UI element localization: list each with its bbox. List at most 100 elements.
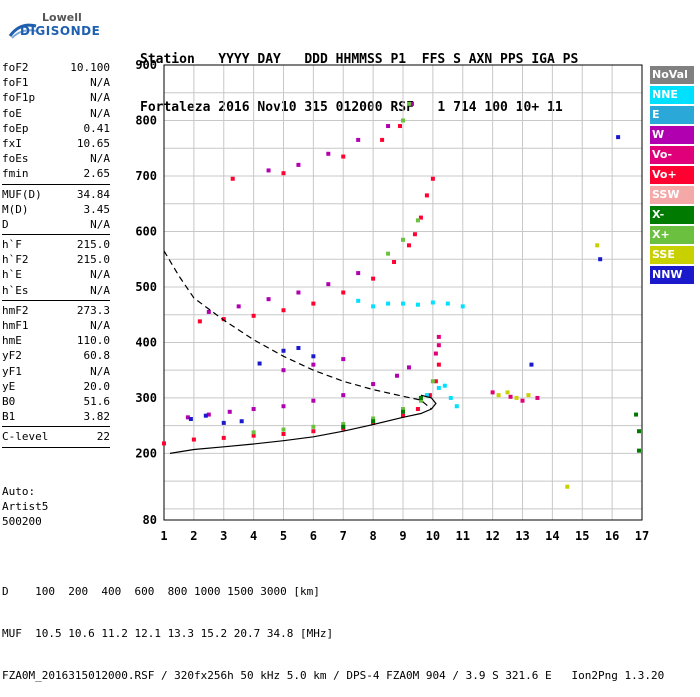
x-tick-label: 7: [340, 529, 347, 543]
param-value: 34.84: [76, 187, 110, 201]
data-point-w: [266, 297, 271, 302]
data-point-x: [637, 448, 642, 453]
param-row: fxI 10.65: [2, 136, 110, 151]
ionogram-chart: 1 2 3 4 5 6 7 8 9 10 11 12 13 14 15 16 17802003004005006…: [135, 58, 649, 543]
data-point-vo: [281, 308, 286, 313]
param-name: fxI: [2, 136, 22, 150]
param-name: B0: [2, 394, 16, 408]
y-tick-label: 600: [135, 224, 157, 238]
x-tick-label: 11: [456, 529, 470, 543]
param-value: 10.65: [76, 136, 110, 150]
param-value: N/A: [90, 76, 110, 90]
param-row: h`F2 215.0: [2, 252, 110, 267]
param-value: N/A: [90, 217, 110, 231]
data-point-x: [371, 419, 376, 424]
param-row: foE N/A: [2, 106, 110, 121]
param-row: h`F 215.0: [2, 237, 110, 252]
param-value: N/A: [90, 106, 110, 120]
param-row: D N/A: [2, 217, 110, 232]
data-point-vo: [520, 398, 525, 403]
param-name: foF1p: [2, 91, 36, 105]
data-point-nne: [386, 301, 391, 306]
x-tick-label: 14: [545, 529, 559, 543]
data-point-w: [281, 404, 286, 409]
data-point-nnw: [311, 354, 316, 359]
data-point-vo: [436, 362, 441, 367]
param-row: h`Es N/A: [2, 283, 110, 298]
param-value: 60.8: [83, 349, 111, 363]
data-point-x: [415, 218, 420, 223]
data-point-nnw: [281, 348, 286, 353]
data-point-sse: [565, 484, 570, 489]
data-point-vo: [433, 379, 438, 384]
autoscaling-info: Auto: Artist5 500200: [2, 484, 48, 529]
param-name: yF1: [2, 364, 22, 378]
param-row: foF2 10.100: [2, 60, 110, 75]
data-point-vo: [281, 171, 286, 176]
legend-item-x: X+: [650, 226, 694, 244]
param-name: hmE: [2, 334, 22, 348]
param-row: B0 51.6: [2, 394, 110, 409]
data-point-vo: [251, 313, 256, 318]
param-name: yF2: [2, 349, 22, 363]
data-point-x: [386, 251, 391, 256]
param-row: foEp 0.41: [2, 121, 110, 136]
footer-muf-row: MUF 10.5 10.6 11.2 12.1 13.3 15.2 20.7 3…: [2, 627, 334, 640]
data-point-vo: [427, 393, 432, 398]
data-point-w: [227, 409, 232, 414]
param-name: hmF2: [2, 303, 29, 317]
y-tick-label: 800: [135, 113, 157, 127]
data-point-w: [371, 382, 376, 387]
data-point-vo: [418, 215, 423, 220]
y-tick-label: 500: [135, 280, 157, 294]
param-value: 3.45: [83, 202, 111, 216]
data-point-vo: [380, 137, 385, 142]
data-point-vo: [412, 232, 417, 237]
data-point-vo: [535, 395, 540, 400]
data-point-vo: [311, 301, 316, 306]
data-point-vo: [430, 176, 435, 181]
data-point-w: [356, 137, 361, 142]
param-separator: [2, 183, 110, 185]
data-point-x: [418, 398, 423, 403]
param-row: foF1 N/A: [2, 75, 110, 90]
data-point-w: [386, 124, 391, 129]
legend-item-vo: Vo+: [650, 166, 694, 184]
param-value: N/A: [90, 268, 110, 282]
y-tick-label: 700: [135, 169, 157, 183]
data-point-vo: [401, 413, 405, 418]
param-value: 3.82: [83, 410, 111, 424]
data-point-x: [406, 101, 411, 106]
data-point-x: [401, 237, 405, 242]
param-name: M(D): [2, 202, 29, 216]
legend-item-nnw: NNW: [650, 266, 694, 284]
param-value: N/A: [90, 152, 110, 166]
x-tick-label: 13: [515, 529, 529, 543]
station-header: Station YYYY DAY DDD HHMMSS P1 FFS S AXN…: [140, 20, 578, 132]
param-name: B1: [2, 410, 16, 424]
x-tick-label: 4: [250, 529, 257, 543]
data-point-x: [637, 429, 642, 434]
param-row: MUF(D) 34.84: [2, 187, 110, 202]
data-point-w: [296, 290, 301, 295]
data-point-w: [341, 393, 346, 398]
data-point-x: [341, 424, 346, 429]
logo-swoosh-icon: [8, 23, 37, 39]
param-name: foEp: [2, 121, 29, 135]
data-point-vo: [371, 276, 376, 281]
scaled-parameters-panel: foF2 10.100 foF1 N/A foF1p N/A foE N/A foEp 0.41 f…: [2, 60, 110, 450]
data-point-vo: [221, 435, 226, 440]
legend-item-vo: Vo-: [650, 146, 694, 164]
data-point-nne: [436, 385, 441, 390]
footer-info: D 100 200 400 600 800 1000 1500 3000 [km…: [2, 557, 664, 697]
x-tick-label: 10: [426, 529, 440, 543]
param-name: h`Es: [2, 283, 29, 297]
legend-item-ssw: SSW: [650, 186, 694, 204]
data-point-x: [430, 379, 435, 384]
data-point-vo: [221, 317, 226, 322]
data-point-nne: [356, 298, 361, 303]
legend-item-e: E: [650, 106, 694, 124]
data-point-nnw: [203, 413, 208, 418]
param-value: 215.0: [76, 253, 110, 267]
data-point-vo: [433, 351, 438, 356]
